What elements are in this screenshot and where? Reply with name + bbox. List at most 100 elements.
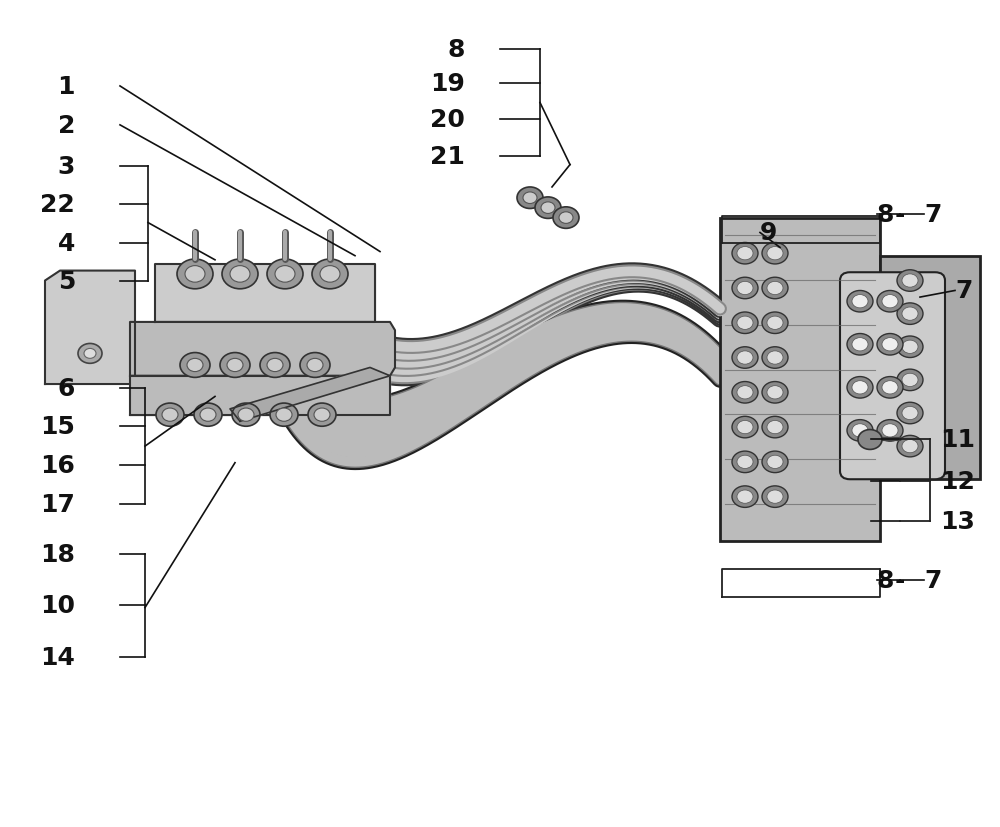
Text: 16: 16 [40,454,75,477]
Polygon shape [130,376,390,415]
Circle shape [232,404,260,427]
Text: 4: 4 [58,232,75,256]
Circle shape [847,377,873,399]
Text: 5: 5 [58,270,75,293]
Circle shape [732,313,758,334]
Text: -: - [895,569,905,592]
Circle shape [737,317,753,330]
Circle shape [897,337,923,358]
Text: 20: 20 [430,108,465,131]
Circle shape [902,275,918,288]
Circle shape [897,403,923,424]
Polygon shape [155,265,375,323]
Circle shape [902,407,918,420]
Circle shape [238,409,254,422]
Circle shape [762,452,788,473]
Circle shape [877,291,903,313]
Circle shape [275,266,295,283]
Circle shape [523,193,537,204]
Circle shape [897,370,923,391]
Text: 2: 2 [58,114,75,137]
Text: 7: 7 [924,569,941,592]
Circle shape [877,377,903,399]
Circle shape [312,260,348,289]
Text: 14: 14 [40,646,75,669]
Circle shape [230,266,250,283]
Circle shape [902,374,918,387]
Circle shape [858,430,882,450]
Circle shape [902,308,918,321]
Text: 15: 15 [40,415,75,438]
Text: -: - [895,203,905,227]
Circle shape [220,353,250,378]
Circle shape [541,203,555,214]
Circle shape [762,278,788,299]
Circle shape [308,404,336,427]
Circle shape [767,421,783,434]
Text: 22: 22 [40,194,75,217]
Circle shape [517,188,543,209]
Polygon shape [45,271,135,385]
Circle shape [882,295,898,308]
Circle shape [732,452,758,473]
Circle shape [162,409,178,422]
Circle shape [847,291,873,313]
Circle shape [320,266,340,283]
Circle shape [852,295,868,308]
Bar [880,256,980,480]
Circle shape [737,351,753,365]
Text: 18: 18 [40,543,75,566]
Circle shape [767,456,783,469]
Circle shape [535,198,561,219]
Bar [720,219,880,542]
Circle shape [877,334,903,356]
Circle shape [877,420,903,442]
Circle shape [762,382,788,404]
Circle shape [762,486,788,508]
Circle shape [767,317,783,330]
Text: 17: 17 [40,493,75,516]
Circle shape [852,424,868,437]
Text: 9: 9 [760,222,777,245]
Text: 13: 13 [940,509,975,533]
Circle shape [84,349,96,359]
Circle shape [185,266,205,283]
Circle shape [847,420,873,442]
Circle shape [762,347,788,369]
Circle shape [767,282,783,295]
Circle shape [882,424,898,437]
Circle shape [180,353,210,378]
Circle shape [902,341,918,354]
Circle shape [200,409,216,422]
Circle shape [762,243,788,265]
Circle shape [222,260,258,289]
Circle shape [767,386,783,399]
Text: 11: 11 [940,428,975,452]
Circle shape [882,381,898,394]
Circle shape [737,386,753,399]
Circle shape [732,486,758,508]
Circle shape [732,382,758,404]
FancyBboxPatch shape [840,273,945,480]
Circle shape [737,282,753,295]
Circle shape [732,243,758,265]
Circle shape [260,353,290,378]
Circle shape [156,404,184,427]
Text: 10: 10 [40,594,75,617]
Circle shape [762,313,788,334]
Circle shape [314,409,330,422]
Circle shape [767,351,783,365]
Circle shape [737,247,753,261]
Circle shape [553,208,579,229]
Text: 3: 3 [58,155,75,179]
Circle shape [767,247,783,261]
Circle shape [732,417,758,438]
Circle shape [897,270,923,292]
Text: 1: 1 [58,75,75,98]
Circle shape [227,359,243,372]
Circle shape [276,409,292,422]
Text: 19: 19 [430,73,465,96]
Circle shape [78,344,102,364]
Circle shape [732,347,758,369]
Text: 7: 7 [924,203,941,227]
